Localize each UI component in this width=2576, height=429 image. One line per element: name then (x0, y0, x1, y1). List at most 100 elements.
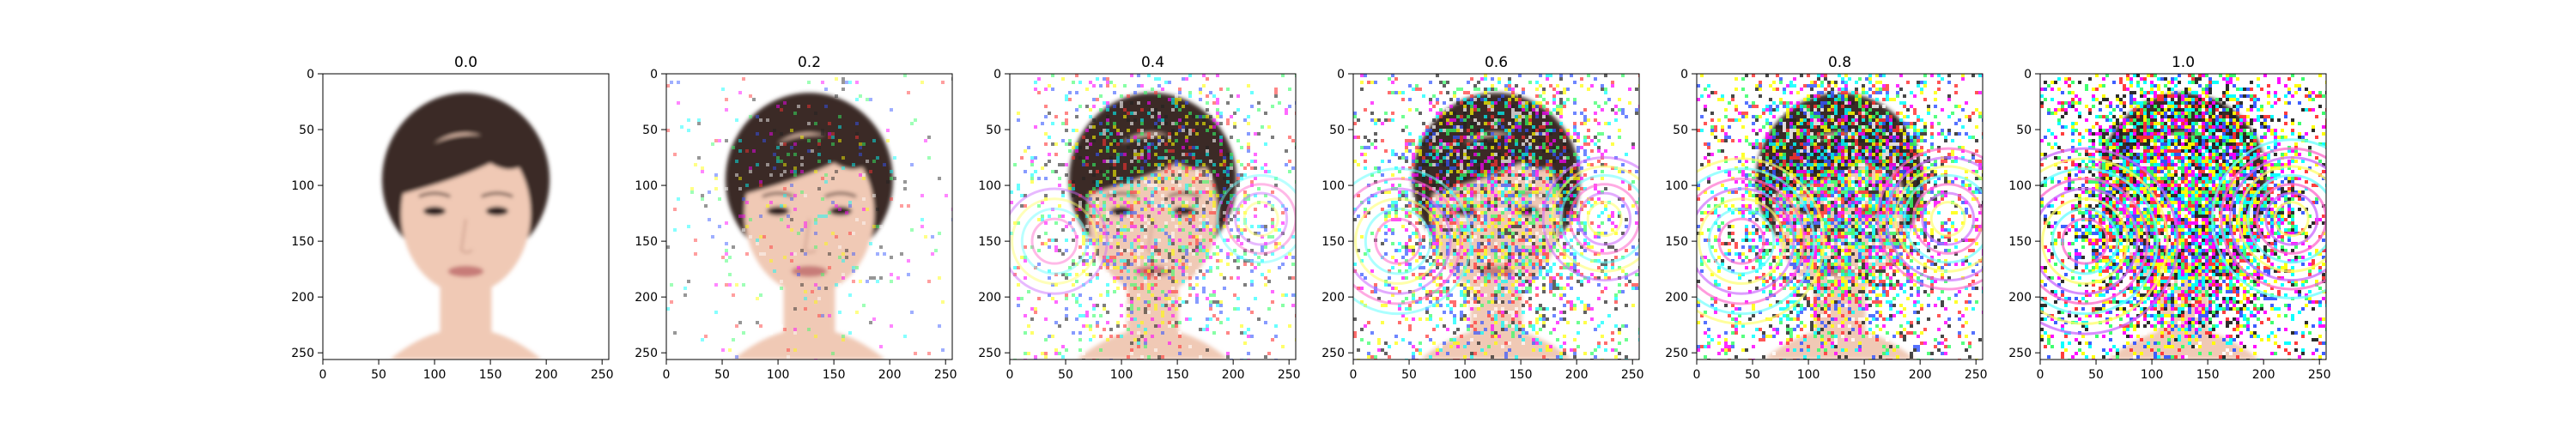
ring-artifacts (1353, 156, 1639, 316)
y-tick-label: 150 (1321, 235, 1345, 249)
panel-title: 0.0 (454, 54, 477, 71)
y-tick-label: 200 (978, 291, 1001, 305)
x-tick-label: 100 (1797, 368, 1820, 382)
right-brow (481, 191, 513, 198)
face (725, 93, 894, 360)
x-tick-label: 50 (1745, 368, 1760, 382)
x-tick-label: 50 (1401, 368, 1417, 382)
shoulders (2107, 328, 2259, 360)
lips (791, 265, 828, 277)
panel-image-2 (1010, 74, 1296, 360)
left-brow (1105, 191, 1138, 198)
panel-image-4 (1697, 74, 1983, 360)
y-tick-label: 200 (1321, 291, 1345, 305)
y-tick-label: 50 (2016, 124, 2032, 137)
axes-frame (665, 73, 953, 360)
panel-2: 0.4 0 50 100 150 200 250 0 50 100 150 200 250 (978, 54, 1301, 382)
left-eye (423, 206, 447, 216)
y-tick-label: 100 (635, 179, 658, 193)
fringe (735, 135, 879, 197)
y-tick-label: 250 (1665, 347, 1688, 360)
x-tick-label: 250 (2308, 368, 2331, 382)
y-tick-label: 200 (2008, 291, 2032, 305)
y-tick-label: 0 (650, 68, 658, 82)
x-tick-label: 200 (535, 368, 558, 382)
x-tick-label: 250 (1621, 368, 1644, 382)
panel-5: 1.0 0 50 100 150 200 250 0 50 100 150 200 250 (2008, 54, 2331, 382)
x-tick-label: 100 (1454, 368, 1477, 382)
ring-artifacts (2040, 138, 2326, 335)
panel-title: 0.2 (798, 54, 821, 71)
y-tick-label: 100 (1665, 179, 1688, 193)
x-tick-label: 200 (1909, 368, 1932, 382)
y-tick-label: 200 (291, 291, 314, 305)
panel-3: 0.6 0 50 100 150 200 250 0 50 100 150 200 250 (1321, 54, 1644, 382)
x-tick-label: 50 (371, 368, 386, 382)
y-tick-label: 250 (291, 347, 314, 360)
x-tick-label: 200 (1222, 368, 1245, 382)
lips (447, 265, 484, 277)
y-tick-label: 100 (978, 179, 1001, 193)
y-tick-label: 250 (978, 347, 1001, 360)
right-brow (1168, 191, 1200, 198)
y-tick-label: 150 (1665, 235, 1688, 249)
left-eye (767, 206, 790, 216)
left-brow (762, 191, 794, 198)
shoulders (390, 328, 542, 360)
y-tick-label: 150 (291, 235, 314, 249)
axes-frame (1352, 73, 1640, 360)
y-tick-label: 150 (978, 235, 1001, 249)
x-tick-label: 150 (823, 368, 846, 382)
y-tick-label: 50 (642, 124, 658, 137)
x-tick-label: 0 (1350, 368, 1358, 382)
x-tick-label: 150 (1853, 368, 1876, 382)
right-brow (824, 191, 857, 198)
y-tick-label: 50 (986, 124, 1001, 137)
right-eye (829, 206, 852, 216)
panel-image-0 (323, 74, 609, 360)
x-tick-label: 150 (1166, 368, 1189, 382)
y-tick-label: 0 (1337, 68, 1345, 82)
x-tick-label: 50 (714, 368, 730, 382)
y-tick-label: 200 (1665, 291, 1688, 305)
x-tick-label: 200 (1565, 368, 1589, 382)
y-tick-label: 100 (291, 179, 314, 193)
x-tick-label: 0 (2037, 368, 2044, 382)
y-tick-label: 0 (307, 68, 314, 82)
x-tick-label: 0 (1693, 368, 1701, 382)
y-tick-label: 100 (2008, 179, 2032, 193)
x-tick-label: 0 (1006, 368, 1014, 382)
x-tick-label: 250 (1278, 368, 1301, 382)
x-tick-label: 150 (479, 368, 502, 382)
panel-4: 0.8 0 50 100 150 200 250 0 50 100 150 200 250 (1665, 54, 1987, 382)
axes-frame (2039, 73, 2327, 360)
y-tick-label: 250 (635, 347, 658, 360)
fringe (392, 135, 536, 197)
x-tick-label: 200 (878, 368, 902, 382)
ring-artifacts (1010, 173, 1296, 295)
panel-1: 0.2 0 50 100 150 200 250 0 50 100 150 200 250 (635, 54, 957, 382)
x-tick-label: 100 (1110, 368, 1133, 382)
x-tick-label: 100 (767, 368, 790, 382)
x-tick-label: 100 (423, 368, 447, 382)
left-brow (418, 191, 451, 198)
shoulders (733, 328, 885, 360)
x-tick-label: 250 (934, 368, 957, 382)
noise-overlay (2040, 74, 2326, 360)
y-tick-label: 250 (2008, 347, 2032, 360)
panel-title: 0.6 (1485, 54, 1508, 71)
noise-overlay (666, 74, 952, 360)
shoulders (1077, 328, 1229, 360)
y-tick-label: 50 (299, 124, 314, 137)
y-tick-label: 150 (2008, 235, 2032, 249)
x-tick-label: 150 (2196, 368, 2220, 382)
panel-title: 0.4 (1141, 54, 1164, 71)
nose (804, 218, 817, 254)
y-tick-label: 0 (993, 68, 1001, 82)
y-tick-label: 150 (635, 235, 658, 249)
y-tick-label: 50 (1329, 124, 1345, 137)
noise-overlay (1010, 74, 1296, 360)
panel-image-1 (666, 74, 952, 360)
x-tick-label: 200 (2252, 368, 2275, 382)
face (381, 93, 550, 360)
